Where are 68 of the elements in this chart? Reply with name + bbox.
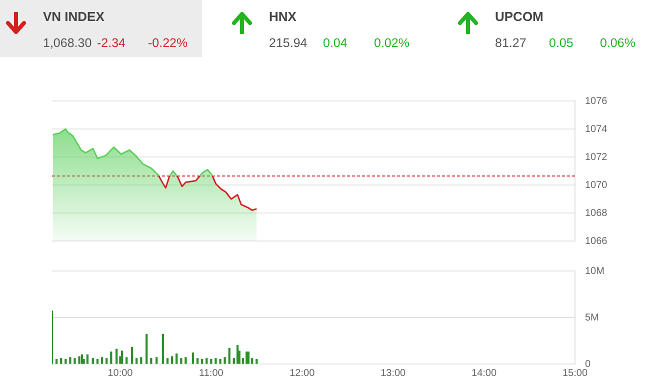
bar [256,359,258,364]
bar [105,358,108,364]
data-label: 0.05 [549,36,574,50]
bar [64,359,67,364]
bar [224,357,226,364]
bar [192,352,194,364]
bar [136,358,138,364]
bar [236,345,239,364]
data-label: 81.27 [495,36,526,50]
bar [80,354,84,364]
y-tick-label: 1074 [585,124,608,135]
y-tick-label: 1068 [585,208,608,219]
bar [206,358,208,364]
x-tick-label: 15:00 [562,368,588,379]
bar [100,357,104,364]
bar [126,357,128,364]
bar [78,356,80,364]
bar [110,352,112,364]
y-tick-label: 1070 [585,180,608,191]
bar [140,357,142,364]
bar [86,354,89,364]
bar [130,346,134,364]
bar [196,358,199,364]
data-label: -2.34 [97,36,126,50]
bar [166,358,169,364]
x-tick-label: 13:00 [380,368,406,379]
category-label: VN INDEX [43,9,104,24]
x-tick-label: 12:00 [290,368,316,379]
bar [214,358,217,364]
bar [55,359,58,364]
bar [247,352,250,364]
data-label: 0.06% [600,36,636,50]
bar [184,357,187,364]
bar [170,356,174,364]
bar [60,358,62,364]
bar [116,348,118,364]
bar [201,359,204,364]
x-tick-label: 11:00 [199,368,224,379]
bar [156,357,158,364]
category-label: UPCOM [495,9,544,24]
bar [219,359,222,364]
bar [92,358,94,364]
y-tick-label: 0 [585,358,591,370]
x-tick-label: 14:00 [472,368,497,379]
bar [228,348,230,364]
bar [176,353,178,364]
y-tick-label: 10M [585,266,604,277]
data-label: 1,068.30 [43,36,92,50]
y-tick-label: 1076 [585,96,608,107]
bar [74,358,76,364]
x-tick-label: 10:00 [108,368,134,379]
bar [146,334,148,364]
data-label: 215.94 [269,36,308,50]
data-label: -0.22% [148,36,188,50]
category-label: HNX [269,9,296,24]
bar [69,357,72,364]
y-tick-label: 1066 [585,236,608,247]
bar [120,350,124,364]
bar [246,352,248,364]
data-label: 0.02% [374,36,410,50]
bar [150,358,152,364]
bar [96,359,99,364]
y-tick-label: 5M [585,312,599,324]
bar [162,334,164,364]
y-tick-label: 1072 [585,152,608,163]
bar [180,358,182,364]
data-label: 0.04 [323,36,348,50]
bar [210,359,212,364]
